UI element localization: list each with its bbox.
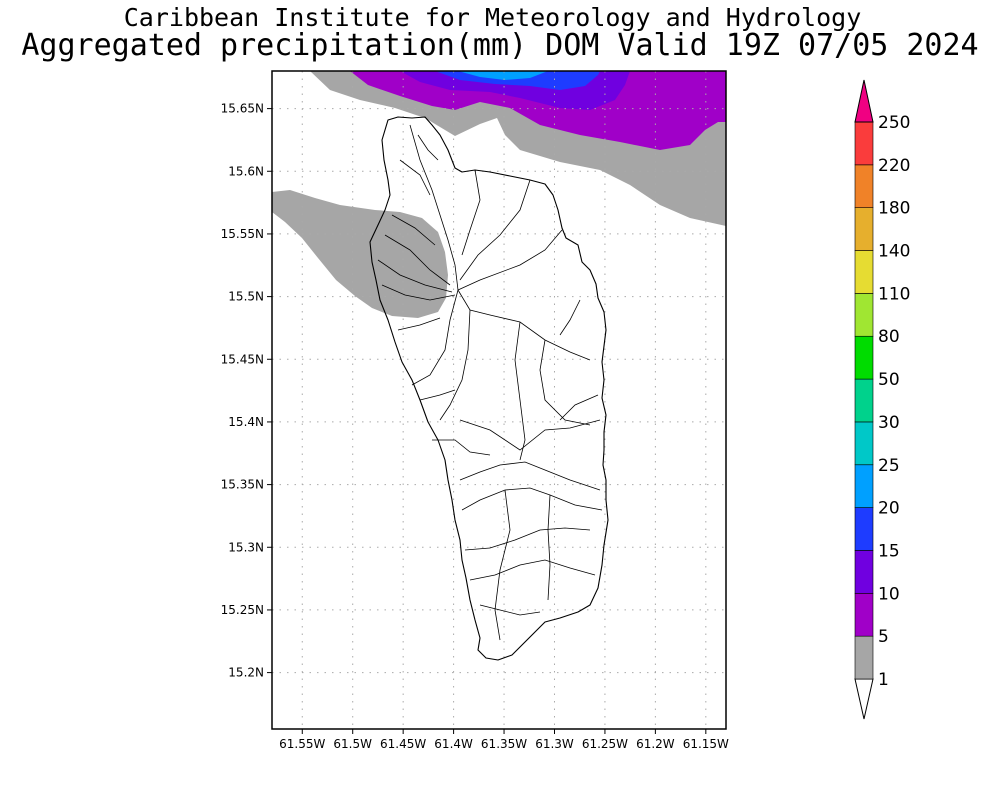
boundary-line (464, 527, 591, 551)
boundary-line (457, 289, 591, 361)
colorbar-over-triangle (854, 79, 874, 123)
colorbar-segment (854, 378, 874, 423)
y-tick-label: 15.5N (228, 290, 264, 304)
colorbar-label: 30 (878, 413, 900, 433)
island-coastline (369, 116, 609, 661)
colorbar-label: 180 (878, 199, 910, 219)
x-tick-label: 61.4W (434, 737, 473, 751)
boundary-line (479, 604, 541, 616)
boundary-line (559, 394, 599, 421)
precip-area-1-5-west (272, 190, 448, 318)
colorbar-label: 110 (878, 284, 910, 304)
boundary-line (419, 389, 456, 401)
map-frame (271, 70, 727, 730)
colorbar-segment (854, 635, 874, 680)
boundary-line (559, 299, 581, 336)
boundary-line (439, 309, 471, 421)
boundary-line (547, 494, 551, 601)
boundary-line (539, 339, 591, 426)
colorbar-segment (854, 164, 874, 208)
boundary-line (417, 134, 439, 161)
colorbar-label: 80 (878, 327, 900, 347)
boundary-line (399, 159, 431, 196)
colorbar-label: 1 (878, 670, 889, 690)
colorbar-segment (854, 207, 874, 251)
boundary-line (469, 559, 596, 581)
boundary-line (514, 321, 526, 461)
colorbar-segment (854, 335, 874, 380)
y-tick-label: 15.3N (228, 540, 264, 554)
y-tick-label: 15.55N (221, 227, 264, 241)
y-tick-label: 15.4N (228, 415, 264, 429)
colorbar-segment (854, 421, 874, 466)
boundary-line (377, 259, 453, 293)
colorbar-segment (854, 593, 874, 637)
colorbar-label: 10 (878, 584, 900, 604)
y-tick-label: 15.35N (221, 478, 264, 492)
colorbar-segment (854, 250, 874, 294)
boundary-line (459, 179, 531, 281)
colorbar-label: 5 (878, 627, 889, 647)
x-tick-label: 61.15W (683, 737, 729, 751)
boundary-line (459, 461, 601, 491)
y-tick-label: 15.25N (221, 603, 264, 617)
precip-field (272, 71, 726, 318)
y-tick-label: 15.65N (221, 102, 264, 116)
boundary-line (384, 234, 451, 286)
x-tick-label: 61.35W (481, 737, 527, 751)
boundary-line (494, 489, 511, 641)
precip-area-5-10 (350, 71, 726, 150)
x-tick-label: 61.45W (380, 737, 426, 751)
colorbar-label: 25 (878, 456, 900, 476)
island-dominica (369, 116, 609, 661)
colorbar-label: 15 (878, 541, 900, 561)
x-tick-label: 61.3W (535, 737, 574, 751)
colorbar-label: 250 (878, 113, 910, 133)
y-tick-label: 15.45N (221, 352, 264, 366)
chart-title: Caribbean Institute for Meteorology and … (123, 3, 862, 32)
x-tick-label: 61.2W (636, 737, 675, 751)
x-tick-label: 61.25W (582, 737, 628, 751)
catchment-boundaries (377, 124, 603, 641)
x-axis-ticks: 61.55W 61.5W 61.45W 61.4W 61.35W 61.3W 61.25W 6… (279, 729, 729, 751)
colorbar-label: 20 (878, 499, 900, 519)
colorbar-segment (854, 507, 874, 551)
boundary-line (409, 124, 459, 291)
y-tick-label: 15.2N (228, 666, 264, 680)
boundary-line (457, 229, 563, 291)
boundary-line (397, 317, 441, 331)
colorbar-label: 140 (878, 242, 910, 262)
chart-subtitle: Aggregated precipitation(mm) DOM Valid 1… (21, 28, 979, 63)
colorbar-under-triangle (854, 678, 874, 720)
boundary-line (461, 487, 603, 511)
colorbar-segment (854, 121, 874, 166)
boundary-line (459, 419, 601, 451)
precip-area-20-25 (458, 71, 548, 80)
colorbar-segment (854, 464, 874, 508)
colorbar-label: 220 (878, 156, 910, 176)
colorbar-segment (854, 293, 874, 337)
x-tick-label: 61.5W (333, 737, 372, 751)
boundary-line (381, 284, 456, 301)
colorbar-label: 50 (878, 370, 900, 390)
boundary-line (391, 214, 436, 246)
boundary-line (432, 439, 491, 456)
x-tick-label: 61.55W (279, 737, 325, 751)
y-axis-ticks: 15.65N 15.6N 15.55N 15.5N 15.45N 15.4N 15.35N 1… (221, 102, 272, 680)
boundary-line (461, 169, 481, 256)
boundary-line (411, 289, 459, 386)
colorbar-segment (854, 550, 874, 594)
y-tick-label: 15.6N (228, 164, 264, 178)
